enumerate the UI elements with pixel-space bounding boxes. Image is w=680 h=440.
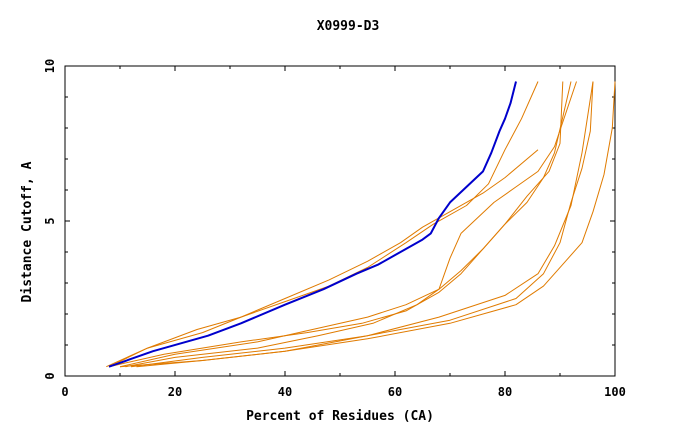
x-tick-label: 40 bbox=[278, 385, 292, 399]
series-line bbox=[136, 81, 594, 368]
x-tick-label: 80 bbox=[498, 385, 512, 399]
plot-frame bbox=[64, 65, 616, 377]
series-line bbox=[108, 81, 572, 368]
series-line bbox=[106, 149, 539, 368]
x-tick-label: 0 bbox=[61, 385, 68, 399]
series-line-highlight bbox=[108, 81, 517, 368]
series-line bbox=[130, 81, 594, 368]
x-tick-label: 60 bbox=[388, 385, 402, 399]
axis-ticks: 0 20 40 60 80 100 0 5 10 bbox=[43, 59, 626, 399]
y-axis-label: Distance Cutoff, A bbox=[20, 161, 35, 302]
chart-title: X0999-D3 bbox=[317, 19, 380, 34]
y-tick-label: 10 bbox=[43, 59, 57, 73]
x-axis-label: Percent of Residues (CA) bbox=[246, 409, 434, 424]
x-tick-label: 20 bbox=[168, 385, 182, 399]
x-tick-label: 100 bbox=[604, 385, 626, 399]
series-line bbox=[125, 81, 577, 368]
series-line bbox=[119, 81, 564, 368]
y-tick-label: 0 bbox=[43, 372, 57, 379]
series-layer bbox=[106, 81, 616, 368]
y-tick-label: 5 bbox=[43, 217, 57, 224]
series-line bbox=[119, 81, 616, 368]
series-line bbox=[108, 81, 539, 368]
